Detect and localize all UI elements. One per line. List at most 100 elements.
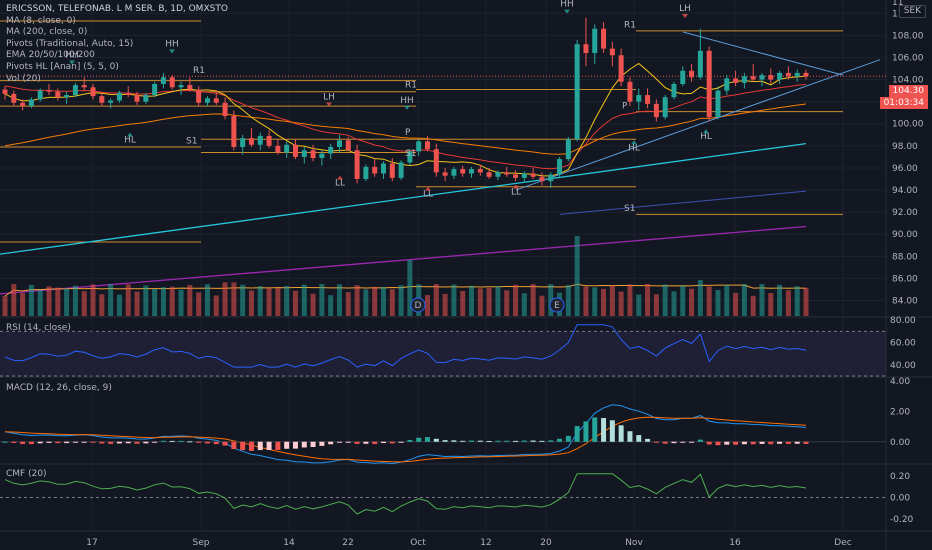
volume-bar: [196, 292, 202, 316]
volume-bar: [28, 284, 34, 316]
rsi-legend[interactable]: RSI (14, close): [6, 323, 71, 335]
candle-body: [134, 95, 140, 102]
macd-histogram-bar: [433, 438, 439, 442]
candle-body: [671, 83, 677, 98]
macd-histogram-bar: [222, 441, 228, 446]
macd-histogram-bar: [55, 441, 61, 444]
macd-legend[interactable]: MACD (12, 26, close, 9): [6, 383, 112, 395]
macd-histogram-bar: [248, 441, 254, 451]
macd-histogram-bar: [372, 441, 378, 445]
swing-label: HH: [165, 39, 179, 49]
candle-body: [495, 172, 501, 177]
volume-bar: [548, 284, 554, 316]
macd-histogram-bar: [108, 441, 114, 444]
volume-bar: [248, 290, 254, 316]
candle-body: [398, 162, 404, 178]
volume-bar: [398, 285, 404, 316]
candle-body: [768, 75, 774, 80]
swing-arrow-icon: [404, 105, 410, 110]
volume-bar: [803, 287, 809, 316]
swing-label: HH: [560, 0, 574, 10]
volume-bar: [627, 284, 633, 316]
volume-bar: [108, 284, 114, 316]
last-price-tag: 104.30: [888, 85, 928, 97]
candle-body: [178, 85, 184, 88]
macd-histogram-bar: [328, 441, 334, 445]
macd-histogram-bar: [513, 440, 519, 442]
candle-body: [530, 173, 536, 177]
macd-histogram-bar: [565, 435, 571, 442]
pivot-label: R1: [193, 66, 205, 76]
macd-histogram-bar: [37, 441, 43, 444]
volume-bar: [653, 294, 659, 316]
event-marker-label: D: [415, 301, 422, 311]
macd-histogram-bar: [504, 440, 510, 442]
macd-histogram-bar: [618, 425, 624, 442]
macd-histogram-bar: [495, 440, 501, 442]
candle-body: [425, 141, 431, 150]
macd-histogram-bar: [380, 441, 386, 444]
macd-histogram-bar: [645, 438, 651, 442]
candle-body: [583, 44, 589, 54]
macd-histogram-bar: [196, 441, 202, 443]
candle-body: [504, 172, 510, 175]
macd-histogram-bar: [671, 441, 677, 444]
swing-label: LL: [423, 190, 433, 200]
volume-bar: [680, 285, 686, 316]
macd-histogram-bar: [689, 441, 695, 443]
indicator-ma8[interactable]: MA (8, close, 0): [6, 15, 76, 26]
macd-histogram-bar: [389, 441, 395, 444]
volume-bar: [354, 285, 360, 316]
volume-bar: [81, 291, 87, 316]
volume-bar: [99, 294, 105, 316]
macd-histogram-bar: [257, 441, 263, 451]
indicator-pivots-hl[interactable]: Pivots HL [Anan] (5, 5, 0): [6, 61, 119, 72]
candle-body: [319, 153, 325, 158]
rsi-band: [0, 331, 886, 376]
trendline-resistance: [682, 31, 844, 76]
candle-body: [266, 135, 272, 146]
volume-bar: [451, 284, 457, 316]
candle-body: [169, 77, 175, 88]
candle-body: [574, 44, 580, 140]
candle-body: [81, 85, 87, 88]
macd-histogram-bar: [601, 418, 607, 442]
time-axis-label: 20: [540, 538, 552, 548]
macd-histogram-bar: [284, 441, 290, 449]
currency-badge[interactable]: SEK: [898, 5, 926, 18]
macd-histogram-bar: [11, 441, 17, 443]
cmf-legend[interactable]: CMF (20): [6, 469, 47, 481]
swing-arrow-icon: [127, 132, 133, 137]
indicator-pivots[interactable]: Pivots (Traditional, Auto, 15): [6, 38, 134, 49]
volume-bar: [741, 284, 747, 316]
volume-bar: [645, 284, 651, 316]
candle-body: [187, 85, 193, 90]
candle-body: [451, 169, 457, 176]
price-axis-label: 84.00: [892, 297, 918, 307]
indicator-ma200[interactable]: MA (200, close, 0): [6, 27, 88, 38]
candle-body: [750, 76, 756, 80]
swing-arrow-icon: [513, 184, 519, 189]
macd-histogram-bar: [240, 441, 246, 451]
ema50-line: [4, 103, 807, 155]
candle-body: [257, 135, 263, 145]
indicator-volume[interactable]: Vol (20): [6, 73, 41, 84]
trendline-support: [515, 59, 881, 191]
main-legend: ERICSSON, TELEFONAB. L M SER. B, 1D, OMX…: [6, 4, 228, 85]
candle-body: [72, 85, 78, 96]
macd-histogram-bar: [187, 441, 193, 443]
candle-body: [609, 48, 615, 56]
macd-histogram-bar: [72, 441, 78, 443]
volume-bar: [715, 289, 721, 316]
price-axis-label: 104.00: [892, 76, 924, 86]
volume-bar: [759, 284, 765, 316]
candle-body: [741, 76, 747, 83]
macd-histogram-bar: [636, 435, 642, 442]
symbol-title[interactable]: ERICSSON, TELEFONAB. L M SER. B, 1D, OMX…: [6, 4, 228, 14]
volume-bar: [469, 285, 475, 316]
candle-body: [539, 176, 545, 182]
candle-body: [416, 141, 422, 152]
candle-body: [20, 102, 26, 107]
pivot-label: R1: [405, 80, 417, 90]
indicator-ema[interactable]: EMA 20/50/100/200: [6, 50, 95, 61]
